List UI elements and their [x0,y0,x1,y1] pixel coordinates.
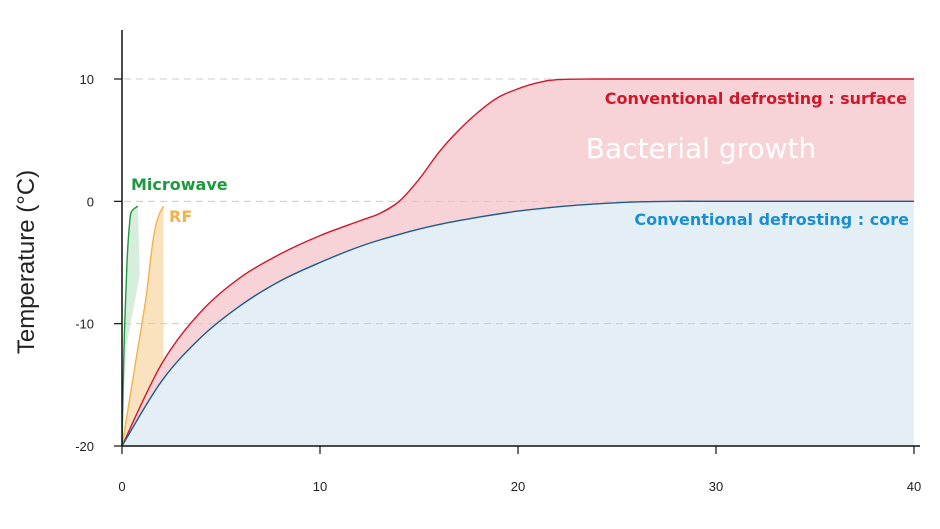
core-line [121,200,914,447]
core-series-label: Conventional defrosting : core [634,210,909,229]
microwave-series-label: Microwave [131,175,228,194]
microwave-line [121,205,139,447]
axis-ticks: 0 10 20 30 40 10 0 -10 -20 [75,72,921,494]
core-area-fill [122,201,914,446]
x-tick-label: 40 [907,479,921,494]
microwave-area-fill [122,206,140,446]
series-lines [121,78,914,447]
x-tick-label: 20 [511,479,525,494]
y-tick-label: -10 [75,317,94,332]
y-tick-label: 0 [87,194,94,209]
y-axis-label: Temperature (°C) [13,170,40,354]
rf-line [121,205,165,447]
bacterial-growth-annotation: Bacterial growth [586,132,817,165]
surface-area-fill [122,78,914,446]
x-tick-label: 30 [709,479,723,494]
x-tick-label: 10 [313,479,327,494]
axes [121,30,920,447]
x-tick-label: 0 [118,479,125,494]
y-tick-label: 10 [80,72,94,87]
rf-series-label: RF [169,207,192,226]
surface-line [121,78,914,447]
y-tick-label: -20 [75,439,94,454]
surface-series-label: Conventional defrosting : surface [605,89,907,108]
